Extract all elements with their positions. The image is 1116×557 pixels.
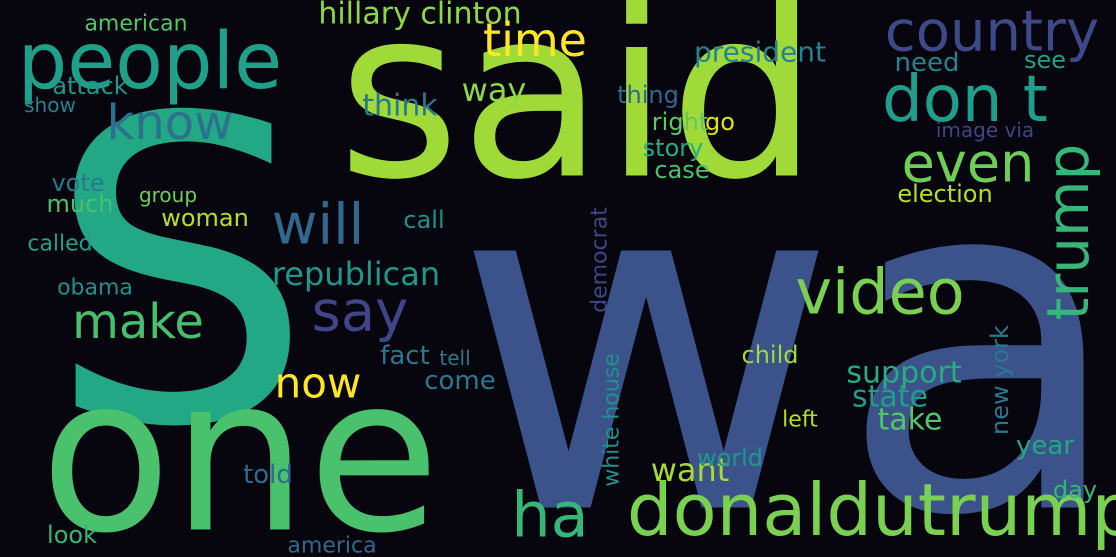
word: call <box>403 206 444 234</box>
word: hillary clinton <box>318 0 521 32</box>
word: right <box>652 108 708 136</box>
word: say <box>312 280 409 345</box>
word: vote <box>51 169 104 197</box>
word: donaldutrump <box>627 468 1116 552</box>
word: will <box>272 193 364 258</box>
word: thing <box>617 81 679 109</box>
word: year <box>1016 431 1074 461</box>
word: think <box>362 89 438 124</box>
word: state <box>852 380 928 415</box>
word: left <box>782 408 818 433</box>
word: come <box>424 366 496 396</box>
word: called <box>27 232 92 257</box>
word: time <box>483 13 587 67</box>
word: now <box>275 359 362 408</box>
word: much <box>47 190 114 218</box>
word: look <box>47 521 97 549</box>
word: child <box>742 341 799 369</box>
word: see <box>1024 46 1066 74</box>
word: go <box>705 108 735 136</box>
word: tell <box>439 346 470 370</box>
word: need <box>895 48 960 78</box>
word: american <box>84 12 187 37</box>
word: wa <box>454 72 1116 557</box>
word: president <box>694 36 826 69</box>
word: attack <box>52 72 127 100</box>
word: democrat <box>588 207 613 313</box>
word: obama <box>57 276 133 301</box>
word: don t <box>882 63 1048 137</box>
word: america <box>287 534 376 557</box>
word: woman <box>161 204 249 232</box>
word: world <box>697 444 763 472</box>
word: new york <box>986 325 1014 435</box>
word: video <box>795 256 964 329</box>
word: support <box>846 356 961 391</box>
word: want <box>651 451 730 489</box>
word: election <box>897 180 992 208</box>
word: S <box>47 31 314 520</box>
word: know <box>107 95 234 151</box>
word: day <box>1053 476 1097 504</box>
word: country <box>885 0 1099 65</box>
word: republican <box>272 255 440 293</box>
word: told <box>243 460 293 490</box>
word: one <box>40 330 440 557</box>
word: make <box>72 294 204 350</box>
word: image via <box>936 118 1034 142</box>
word: story <box>643 134 704 162</box>
word: said <box>338 0 819 232</box>
word: people <box>18 17 282 107</box>
word: take <box>878 403 943 438</box>
word: group <box>139 183 197 207</box>
word: white house <box>600 353 625 487</box>
word: fact <box>380 341 430 371</box>
word: ha <box>511 479 588 552</box>
word: show <box>24 93 76 117</box>
word: even <box>902 132 1035 195</box>
word: trump <box>1034 144 1102 321</box>
word: way <box>462 71 527 109</box>
word: case <box>654 156 709 184</box>
